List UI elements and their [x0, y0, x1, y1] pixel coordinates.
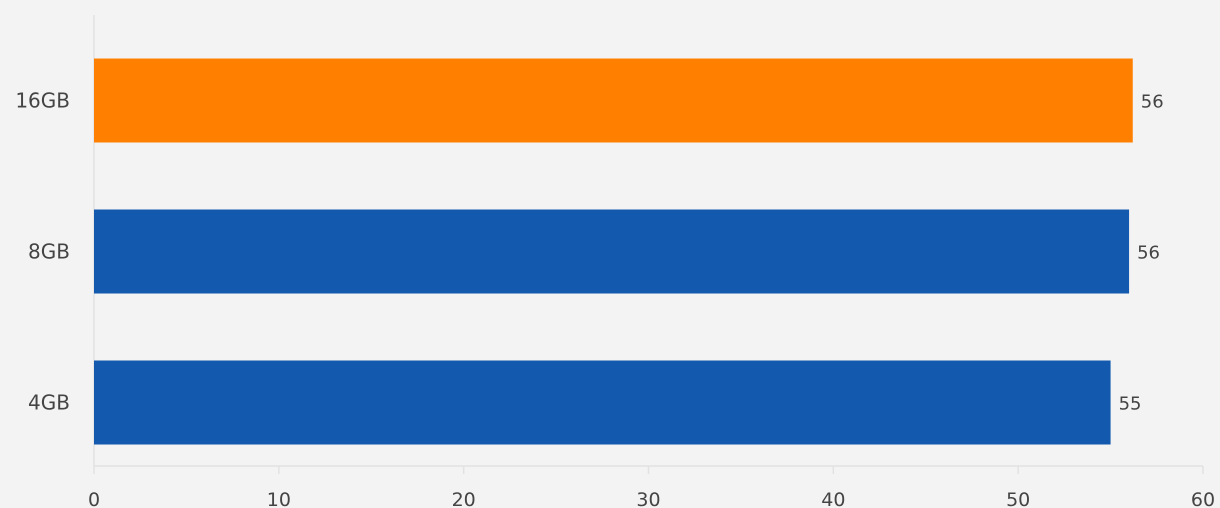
- x-tick-label: 30: [636, 489, 660, 508]
- bar-8gb: [94, 209, 1130, 294]
- labels-layer: 16GB 56 8GB 56 4GB 55: [15, 89, 1163, 415]
- x-tick-label: 20: [452, 489, 476, 508]
- category-label: 8GB: [28, 240, 70, 264]
- x-tick-label: 40: [821, 489, 845, 508]
- bar-4gb: [94, 360, 1111, 445]
- x-tick-label: 60: [1191, 489, 1215, 508]
- value-label: 55: [1119, 394, 1142, 415]
- bars-layer: [94, 58, 1133, 445]
- category-label: 16GB: [15, 89, 70, 113]
- x-tick-label: 0: [88, 489, 100, 508]
- x-tick-label: 50: [1006, 489, 1030, 508]
- value-label: 56: [1137, 243, 1160, 264]
- bar-16gb: [94, 58, 1133, 143]
- x-tick-label: 10: [267, 489, 291, 508]
- category-label: 4GB: [28, 391, 70, 415]
- value-label: 56: [1141, 92, 1164, 113]
